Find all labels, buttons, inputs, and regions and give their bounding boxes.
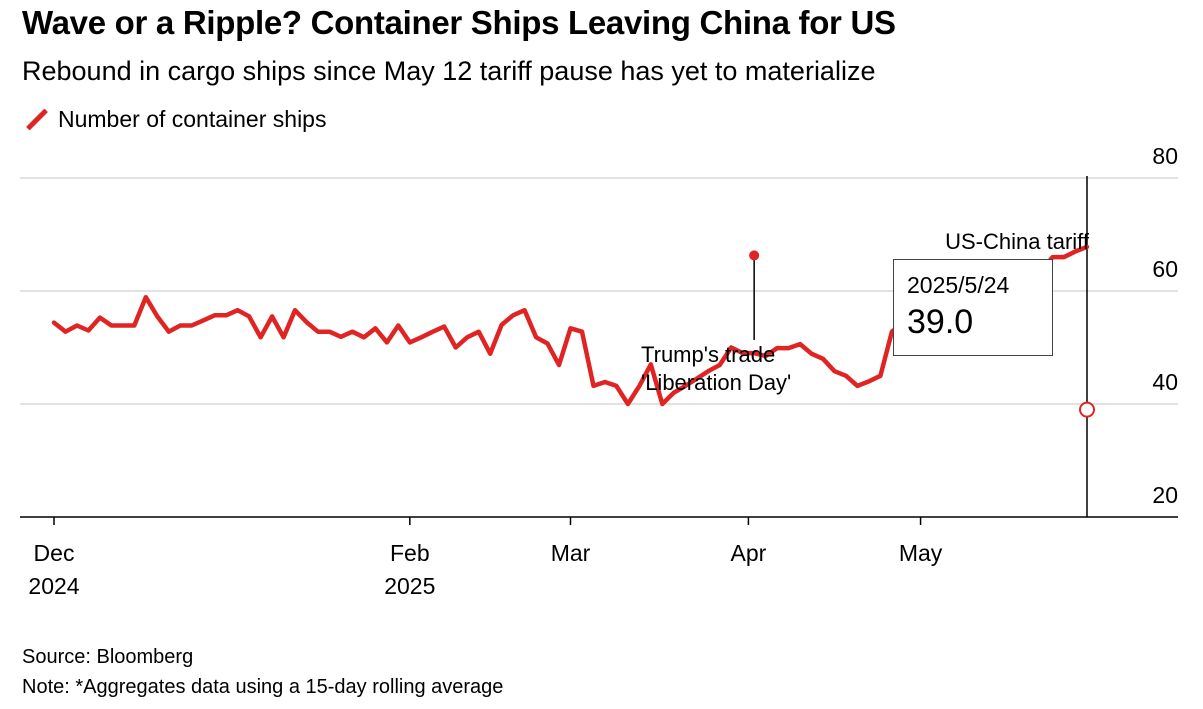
y-tick-label-20: 20 [1152, 482, 1178, 508]
tooltip-value: 39.0 [907, 303, 974, 341]
annotation-liberation-day-line1: Trump's trade [641, 342, 775, 367]
source-note: Source: Bloomberg [22, 646, 194, 668]
x-tick-year-label-1: 2025 [384, 573, 435, 599]
y-tick-label-40: 40 [1152, 369, 1178, 395]
chart-title: Wave or a Ripple? Container Ships Leavin… [22, 4, 896, 41]
x-tick-year-label-0: 2024 [28, 573, 79, 599]
legend: Number of container ships [22, 105, 326, 133]
legend-label: Number of container ships [58, 105, 327, 132]
annotation-tariff: US-China tariff [945, 229, 1090, 254]
chart-subtitle: Rebound in cargo ships since May 12 tari… [22, 56, 876, 86]
x-tick-label-2: Mar [551, 540, 591, 566]
footnote: Note: *Aggregates data using a 15-day ro… [22, 676, 504, 698]
hover-tooltip: 2025/5/24 39.0 [893, 259, 1053, 356]
x-tick-label-4: May [899, 540, 943, 566]
tooltip-date: 2025/5/24 [907, 272, 1010, 298]
hover-point-marker [1079, 401, 1095, 418]
y-tick-label-60: 60 [1152, 256, 1178, 282]
x-tick-label-3: Apr [731, 540, 767, 566]
liberation-day-marker-dot [749, 250, 760, 261]
x-tick-label-1: Feb [390, 540, 430, 566]
x-tick-label-0: Dec [34, 540, 75, 566]
y-tick-label-80: 80 [1152, 143, 1178, 169]
annotation-liberation-day-line2: 'Liberation Day' [641, 370, 791, 395]
